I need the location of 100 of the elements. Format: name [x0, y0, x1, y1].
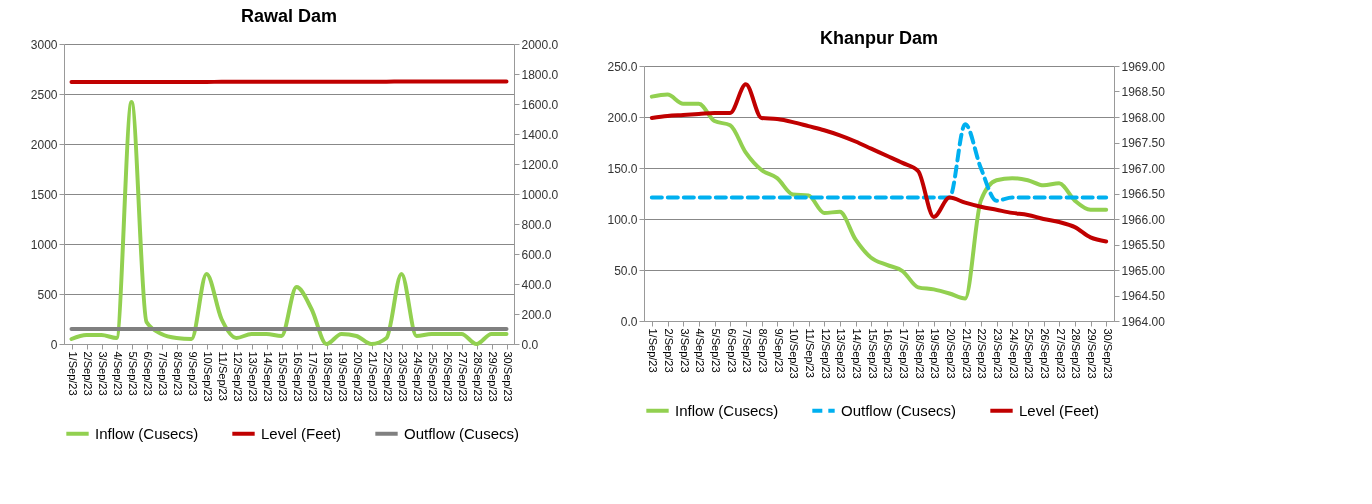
y2-tick-label: 0.0 [521, 337, 539, 352]
x-tick-label: 22/Sep/23 [382, 351, 394, 402]
line-series [649, 82, 1109, 244]
x-tick-label: 17/Sep/23 [898, 328, 910, 379]
x-tick-label: 23/Sep/23 [992, 328, 1004, 379]
y-tick-label: 0 [50, 337, 58, 352]
x-tick-label: 22/Sep/23 [976, 328, 989, 379]
x-tick-label: 26/Sep/23 [442, 351, 454, 402]
y2-tick-label: 1966.50 [1121, 187, 1166, 201]
y2-tick-label: 1000.0 [521, 187, 559, 202]
x-tick-label: 16/Sep/23 [882, 328, 895, 379]
x-tick-label: 20/Sep/23 [352, 351, 364, 402]
y-tick-label: 1000 [30, 237, 58, 252]
legend-label: Level (Feet) [1019, 401, 1100, 419]
x-tick-label: 21/Sep/23 [960, 328, 973, 379]
x-tick-label: 14/Sep/23 [262, 351, 274, 402]
x-tick-label: 28/Sep/23 [1070, 328, 1083, 379]
chart-title: Rawal Dam [240, 6, 338, 26]
legend-label: Inflow (Cusecs) [95, 424, 199, 442]
x-tick-label: 24/Sep/23 [412, 351, 424, 402]
x-tick-label: 9/Sep/23 [772, 328, 785, 373]
x-tick-label: 29/Sep/23 [1086, 328, 1098, 379]
x-tick-label: 7/Sep/23 [157, 351, 169, 396]
x-tick-label: 27/Sep/23 [457, 351, 469, 402]
y2-tick-label: 800.0 [521, 217, 552, 232]
line-series [649, 122, 1109, 203]
y-tick-label: 200.0 [607, 110, 638, 125]
y-tick-label: 3000 [30, 37, 58, 52]
y-tick-label: 1500 [30, 187, 58, 202]
legend-label: Level (Feet) [261, 424, 342, 442]
x-tick-label: 19/Sep/23 [337, 351, 349, 402]
y-tick-label: 100.0 [607, 212, 638, 227]
x-tick-label: 30/Sep/23 [502, 351, 514, 402]
y2-tick-label: 400.0 [521, 277, 552, 292]
x-tick-label: 27/Sep/23 [1054, 328, 1067, 379]
x-tick-label: 6/Sep/23 [725, 328, 738, 373]
x-tick-label: 5/Sep/23 [127, 351, 139, 396]
x-tick-label: 20/Sep/23 [945, 328, 957, 379]
x-tick-label: 18/Sep/23 [913, 328, 926, 379]
x-tick-label: 19/Sep/23 [929, 328, 942, 379]
y2-tick-label: 1200.0 [521, 157, 559, 172]
x-tick-label: 1/Sep/23 [67, 351, 79, 396]
y2-tick-label: 1965.50 [1121, 238, 1166, 252]
y-tick-label: 50.0 [614, 263, 638, 278]
y2-tick-label: 1965.00 [1121, 263, 1166, 278]
y2-tick-label: 1964.00 [1121, 314, 1166, 329]
x-tick-label: 8/Sep/23 [172, 351, 184, 396]
x-tick-label: 2/Sep/23 [663, 328, 675, 373]
y-tick-label: 150.0 [607, 161, 638, 176]
legend-label: Outflow (Cusecs) [841, 401, 957, 419]
y2-tick-label: 1967.00 [1121, 161, 1166, 176]
x-tick-label: 24/Sep/23 [1007, 328, 1020, 379]
x-tick-label: 26/Sep/23 [1039, 328, 1051, 379]
y-tick-label: 2000 [30, 137, 58, 152]
y2-tick-label: 200.0 [521, 307, 552, 322]
x-tick-label: 12/Sep/23 [232, 351, 244, 402]
x-tick-label: 29/Sep/23 [487, 351, 499, 402]
x-tick-label: 10/Sep/23 [788, 328, 801, 379]
x-tick-label: 3/Sep/23 [678, 328, 691, 373]
y-tick-label: 500 [37, 287, 58, 302]
x-tick-label: 17/Sep/23 [307, 351, 319, 402]
y-tick-label: 2500 [30, 87, 58, 102]
y2-tick-label: 1964.50 [1121, 289, 1166, 303]
x-tick-label: 21/Sep/23 [367, 351, 379, 402]
legend-label: Inflow (Cusecs) [675, 401, 779, 419]
x-tick-label: 8/Sep/23 [757, 328, 769, 373]
x-tick-label: 13/Sep/23 [247, 351, 259, 402]
x-tick-label: 2/Sep/23 [82, 351, 94, 396]
y2-tick-label: 2000.0 [521, 37, 559, 52]
y2-tick-label: 1968.50 [1121, 85, 1166, 99]
x-tick-label: 6/Sep/23 [142, 351, 154, 396]
x-tick-label: 15/Sep/23 [277, 351, 289, 402]
x-tick-label: 5/Sep/23 [710, 328, 722, 373]
x-tick-label: 1/Sep/23 [647, 328, 660, 373]
x-tick-label: 23/Sep/23 [397, 351, 409, 402]
x-tick-label: 12/Sep/23 [819, 328, 832, 379]
x-tick-label: 30/Sep/23 [1101, 328, 1114, 379]
y2-tick-label: 1600.0 [521, 97, 559, 112]
x-tick-label: 18/Sep/23 [322, 351, 334, 402]
x-tick-label: 9/Sep/23 [187, 351, 199, 396]
y2-tick-label: 1800.0 [521, 67, 559, 82]
x-tick-label: 16/Sep/23 [292, 351, 304, 402]
x-tick-label: 4/Sep/23 [112, 351, 124, 396]
y2-tick-label: 1968.00 [1121, 110, 1166, 125]
y2-tick-label: 1967.50 [1121, 136, 1166, 150]
x-tick-label: 25/Sep/23 [1023, 328, 1036, 379]
x-tick-label: 15/Sep/23 [866, 328, 879, 379]
x-tick-label: 14/Sep/23 [851, 328, 863, 379]
y-tick-label: 250.0 [607, 59, 638, 74]
x-tick-label: 28/Sep/23 [472, 351, 484, 402]
chart-title: Khanpur Dam [819, 28, 939, 48]
legend-label: Outflow (Cusecs) [404, 424, 520, 442]
x-tick-label: 25/Sep/23 [427, 351, 439, 402]
y2-tick-label: 1969.00 [1121, 59, 1166, 74]
y-tick-label: 0.0 [620, 314, 638, 329]
y2-tick-label: 600.0 [521, 247, 552, 262]
x-tick-label: 3/Sep/23 [97, 351, 109, 396]
line-series [69, 100, 509, 346]
x-tick-label: 11/Sep/23 [804, 328, 816, 378]
x-tick-label: 10/Sep/23 [202, 351, 214, 402]
